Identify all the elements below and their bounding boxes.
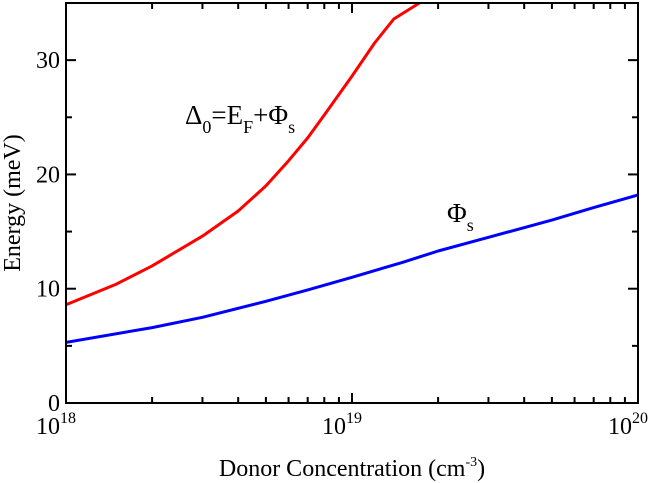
series-line-0	[66, 3, 421, 307]
phi-s-annotation: Φs	[447, 198, 474, 235]
x-tick-label: 1018	[36, 410, 76, 440]
delta-annotation: Δ0=EF+Φs	[185, 100, 295, 137]
y-tick-label: 10	[36, 277, 60, 303]
series-line-1	[66, 193, 638, 344]
y-tick-label: 30	[36, 48, 60, 74]
y-tick-label: 20	[36, 162, 60, 188]
y-axis-label: Energy (meV)	[0, 134, 26, 272]
x-tick-label: 1019	[322, 410, 362, 440]
y-tick-label: 0	[48, 391, 60, 417]
plot-frame	[65, 2, 639, 404]
ticks-layer	[65, 2, 639, 404]
x-axis-label: Donor Concentration (cm-3)	[219, 455, 485, 482]
x-tick-label: 1020	[608, 410, 648, 440]
series-layer	[66, 3, 638, 344]
